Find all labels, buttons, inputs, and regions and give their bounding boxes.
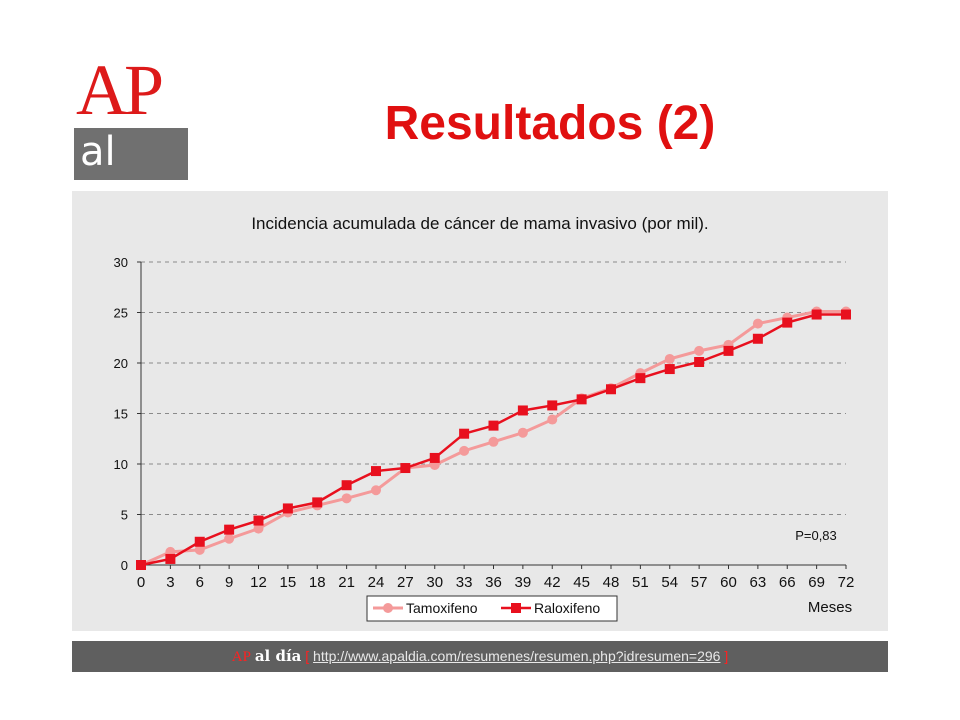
data-point-raloxifeno [341, 480, 352, 491]
data-point-raloxifeno [165, 553, 176, 564]
data-point-tamoxifeno [664, 353, 675, 364]
x-tick-label: 12 [250, 574, 267, 591]
footer-close-bracket: ] [724, 648, 729, 664]
x-tick-label: 45 [573, 574, 590, 591]
data-point-raloxifeno [606, 384, 616, 395]
x-tick-label: 0 [137, 574, 145, 591]
p-value-annotation: P=0,83 [795, 528, 837, 543]
data-point-raloxifeno [576, 394, 587, 405]
data-point-tamoxifeno [517, 427, 528, 438]
data-point-tamoxifeno [341, 493, 352, 504]
legend-marker-tamoxifeno [383, 603, 393, 613]
y-tick-label: 5 [121, 508, 128, 523]
x-tick-label: 72 [838, 574, 855, 591]
x-tick-label: 15 [280, 574, 297, 591]
data-point-raloxifeno [664, 364, 675, 375]
x-tick-label: 69 [808, 574, 825, 591]
line-chart: Incidencia acumulada de cáncer de mama i… [114, 214, 855, 622]
y-tick-label: 15 [114, 407, 128, 422]
x-tick-label: 54 [661, 574, 678, 591]
legend-marker-raloxifeno [511, 603, 521, 613]
x-tick-label: 60 [720, 574, 737, 591]
data-point-raloxifeno [517, 405, 528, 416]
data-point-raloxifeno [811, 309, 822, 320]
data-point-tamoxifeno [224, 533, 235, 544]
x-tick-label: 21 [338, 574, 355, 591]
data-point-tamoxifeno [547, 414, 558, 425]
data-point-raloxifeno [841, 309, 851, 320]
x-tick-label: 18 [309, 574, 326, 591]
footer-open-bracket: [ [305, 648, 310, 664]
data-point-tamoxifeno [194, 544, 205, 555]
legend-label-raloxifeno: Raloxifeno [534, 600, 600, 616]
y-tick-label: 20 [114, 356, 128, 371]
x-tick-label: 48 [603, 574, 620, 591]
data-point-raloxifeno [429, 452, 440, 463]
x-tick-label: 57 [691, 574, 708, 591]
data-point-raloxifeno [136, 560, 146, 570]
logo-aldia-box: al día [74, 128, 188, 227]
data-point-tamoxifeno [371, 485, 381, 496]
data-point-raloxifeno [282, 503, 293, 514]
x-tick-label: 42 [544, 574, 561, 591]
data-point-raloxifeno [459, 428, 470, 439]
x-tick-label: 6 [196, 574, 204, 591]
x-tick-label: 27 [397, 574, 414, 591]
y-tick-label: 0 [121, 558, 128, 573]
data-point-raloxifeno [752, 333, 763, 344]
chart-panel: Incidencia acumulada de cáncer de mama i… [72, 191, 888, 631]
x-axis-label: Meses [808, 599, 852, 616]
x-tick-label: 51 [632, 574, 649, 591]
footer-bar: AP al día [ http://www.apaldia.com/resum… [72, 641, 888, 672]
data-point-raloxifeno [782, 317, 793, 328]
data-point-tamoxifeno [488, 436, 499, 447]
slide-title: Resultados (2) [384, 97, 716, 150]
data-point-raloxifeno [400, 463, 411, 474]
logo-ap-text: AP [76, 50, 164, 130]
footer-url-link[interactable]: http://www.apaldia.com/resumenes/resumen… [313, 648, 721, 664]
x-tick-label: 33 [456, 574, 473, 591]
data-point-raloxifeno [312, 497, 323, 508]
x-tick-label: 30 [426, 574, 443, 591]
x-tick-label: 24 [368, 574, 385, 591]
chart-title: Incidencia acumulada de cáncer de mama i… [251, 214, 708, 233]
data-point-raloxifeno [547, 400, 558, 411]
y-tick-label: 30 [114, 255, 128, 270]
data-point-raloxifeno [694, 356, 705, 367]
y-tick-label: 10 [114, 457, 128, 472]
x-tick-label: 66 [779, 574, 796, 591]
data-point-raloxifeno [635, 373, 646, 384]
legend-label-tamoxifeno: Tamoxifeno [406, 600, 478, 616]
x-tick-label: 39 [515, 574, 532, 591]
data-point-raloxifeno [371, 466, 381, 477]
x-tick-label: 63 [750, 574, 767, 591]
data-point-raloxifeno [194, 536, 205, 547]
apaldia-logo: AP al día [74, 54, 188, 227]
data-point-tamoxifeno [694, 345, 705, 356]
footer-aldia: al día [254, 647, 302, 665]
footer-ap: AP [231, 649, 251, 665]
data-point-tamoxifeno [459, 445, 470, 456]
data-point-tamoxifeno [752, 318, 763, 329]
data-point-raloxifeno [723, 345, 734, 356]
x-tick-label: 3 [166, 574, 174, 591]
data-point-tamoxifeno [253, 523, 264, 534]
data-point-raloxifeno [253, 515, 264, 526]
x-tick-label: 9 [225, 574, 233, 591]
y-tick-label: 25 [114, 306, 128, 321]
x-tick-label: 36 [485, 574, 502, 591]
data-point-raloxifeno [224, 524, 235, 535]
legend-box [366, 595, 618, 622]
data-point-raloxifeno [488, 420, 499, 431]
